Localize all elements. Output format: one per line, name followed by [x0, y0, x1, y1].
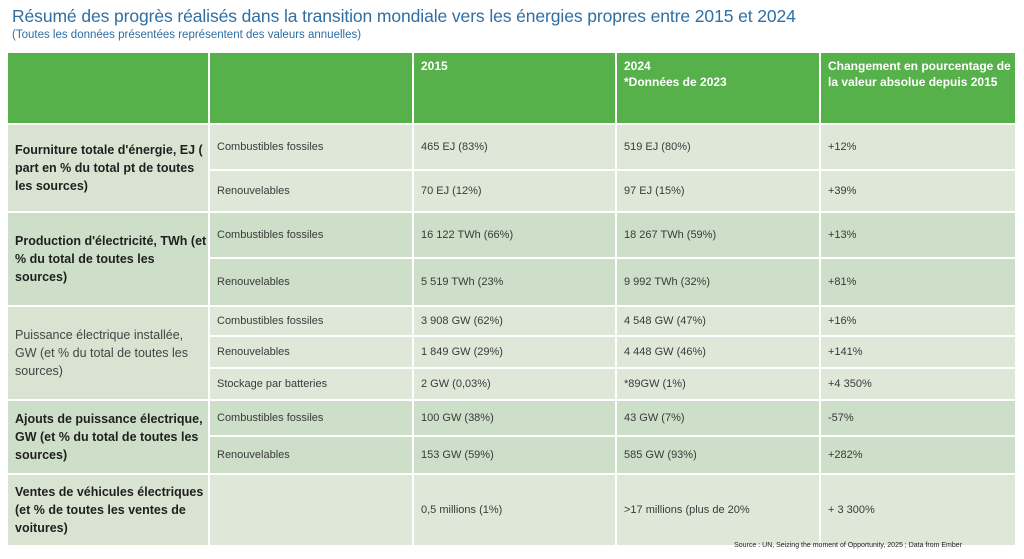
header-2024: 2024 *Données de 2023: [615, 51, 821, 125]
cell-change: +81%: [819, 257, 1017, 307]
cell-2015: 1 849 GW (29%): [412, 335, 617, 369]
cell-type: Renouvelables: [208, 335, 414, 369]
cell-2024: 519 EJ (80%): [615, 123, 821, 171]
cell-2015: 5 519 TWh (23%: [412, 257, 617, 307]
cell-change: +12%: [819, 123, 1017, 171]
row-group-installed-capacity: Puissance électrique installée, GW (et %…: [6, 305, 210, 401]
table-row: Renouvelables 1 849 GW (29%) 4 448 GW (4…: [7, 335, 1017, 369]
row-group-capacity-additions: Ajouts de puissance électrique, GW (et %…: [6, 399, 210, 475]
cell-2015: 465 EJ (83%): [412, 123, 617, 171]
page-subtitle: (Toutes les données présentées représent…: [12, 29, 362, 41]
cell-type: Renouvelables: [208, 257, 414, 307]
table-row: Stockage par batteries 2 GW (0,03%) *89G…: [7, 367, 1017, 401]
table-row: Ventes de véhicules électriques (et % de…: [6, 473, 1017, 547]
cell-change: +4 350%: [819, 367, 1017, 401]
cell-2015: 2 GW (0,03%): [412, 367, 617, 401]
cell-2015: 3 908 GW (62%): [412, 305, 617, 337]
row-group-energy-supply: Fourniture totale d'énergie, EJ ( part e…: [6, 123, 210, 213]
cell-2024: 18 267 TWh (59%): [615, 211, 821, 259]
cell-2024: 43 GW (7%): [615, 399, 821, 437]
cell-2024: 4 448 GW (46%): [615, 335, 821, 369]
table-row: Production d'électricité, TWh (et % du t…: [6, 211, 1017, 307]
cell-type: Renouvelables: [208, 169, 414, 213]
header-2024-note: *Données de 2023: [624, 75, 727, 89]
energy-transition-table: 2015 2024 *Données de 2023 Changement en…: [6, 51, 1017, 547]
cell-2015: 16 122 TWh (66%): [412, 211, 617, 259]
cell-2015: 153 GW (59%): [412, 435, 617, 475]
header-source-type: [208, 51, 414, 125]
row-group-ev-sales: Ventes de véhicules électriques (et % de…: [6, 473, 210, 547]
row-group-electricity-production: Production d'électricité, TWh (et % du t…: [6, 211, 210, 307]
cell-2024: 9 992 TWh (32%): [615, 257, 821, 307]
cell-type: Combustibles fossiles: [208, 123, 414, 171]
cell-type: Combustibles fossiles: [208, 211, 414, 259]
cell-2015: 100 GW (38%): [412, 399, 617, 437]
header-category: [6, 51, 210, 125]
cell-change: +141%: [819, 335, 1017, 369]
cell-2024: 585 GW (93%): [615, 435, 821, 475]
cell-change: +282%: [819, 435, 1017, 475]
cell-change: +39%: [819, 169, 1017, 213]
page-title: Résumé des progrès réalisés dans la tran…: [12, 6, 796, 26]
cell-type: Renouvelables: [208, 435, 414, 475]
table-row: Renouvelables 5 519 TWh (23% 9 992 TWh (…: [7, 257, 1017, 307]
cell-2024: 97 EJ (15%): [615, 169, 821, 213]
table-header-row: 2015 2024 *Données de 2023 Changement en…: [6, 51, 1017, 125]
cell-type: Stockage par batteries: [208, 367, 414, 401]
table-row: Fourniture totale d'énergie, EJ ( part e…: [6, 123, 1017, 213]
cell-change: + 3 300%: [819, 473, 1017, 547]
cell-2024: *89GW (1%): [615, 367, 821, 401]
table-row: Renouvelables 70 EJ (12%) 97 EJ (15%) +3…: [7, 169, 1017, 213]
table-row: Ajouts de puissance électrique, GW (et %…: [6, 399, 1017, 475]
header-2024-year: 2024: [624, 59, 651, 73]
table-row: Puissance électrique installée, GW (et %…: [6, 305, 1017, 401]
cell-type: [208, 473, 414, 547]
source-note: Source : UN, Seizing the moment of Oppor…: [734, 542, 962, 549]
cell-change: +13%: [819, 211, 1017, 259]
cell-change: +16%: [819, 305, 1017, 337]
cell-type: Combustibles fossiles: [208, 305, 414, 337]
cell-type: Combustibles fossiles: [208, 399, 414, 437]
cell-2024: >17 millions (plus de 20%: [615, 473, 821, 547]
table-row: Renouvelables 153 GW (59%) 585 GW (93%) …: [7, 435, 1017, 475]
header-change: Changement en pourcentage de la valeur a…: [819, 51, 1017, 125]
cell-2015: 0,5 millions (1%): [412, 473, 617, 547]
cell-2024: 4 548 GW (47%): [615, 305, 821, 337]
cell-change: -57%: [819, 399, 1017, 437]
header-2015: 2015: [412, 51, 617, 125]
cell-2015: 70 EJ (12%): [412, 169, 617, 213]
